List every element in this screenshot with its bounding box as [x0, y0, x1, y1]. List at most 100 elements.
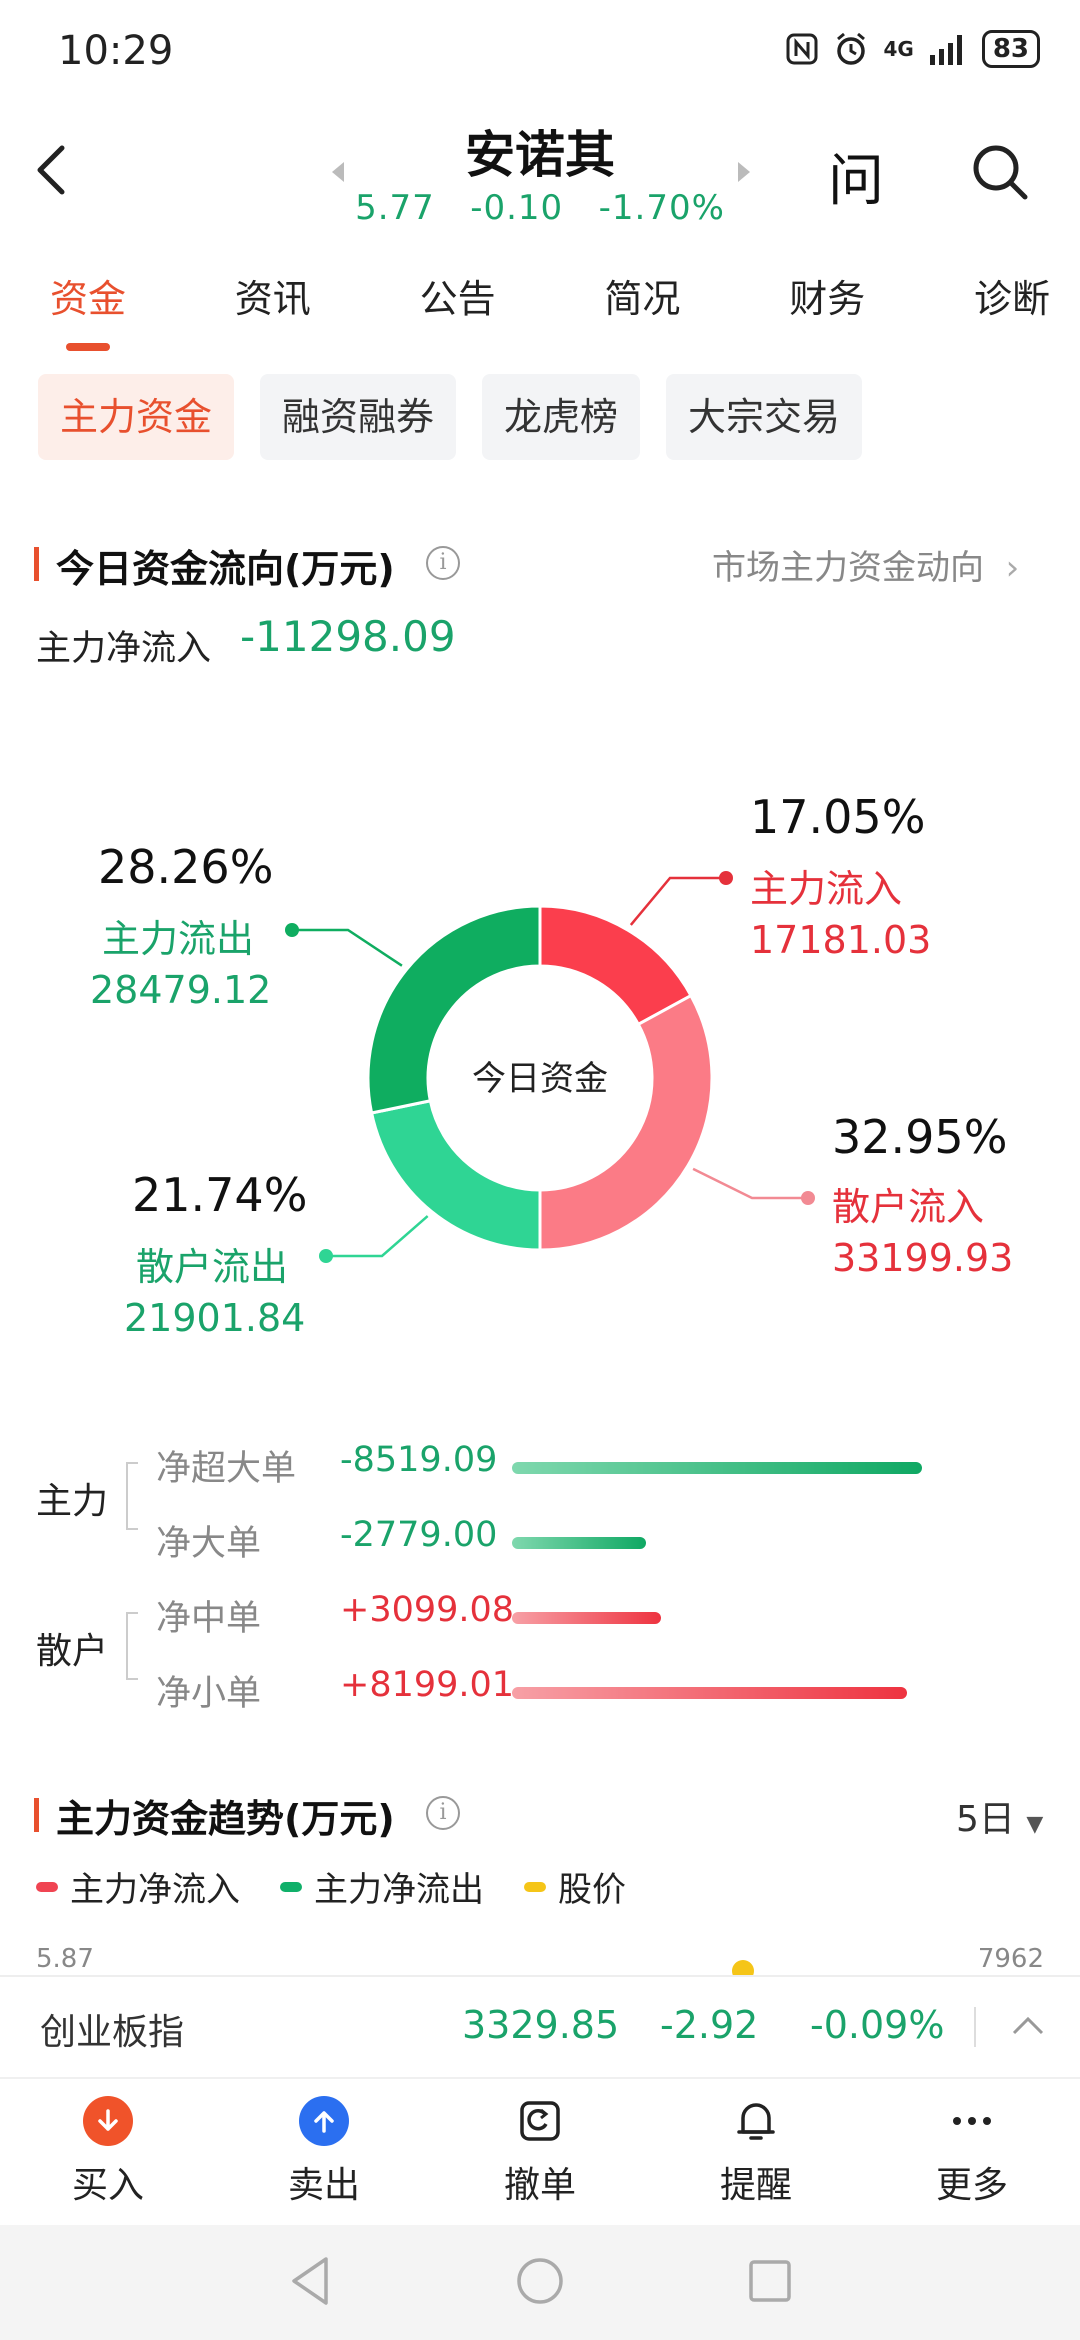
subtab-block-trade[interactable]: 大宗交易 — [666, 374, 863, 460]
market-flow-link[interactable]: 市场主力资金动向 › — [712, 540, 1019, 589]
back-icon[interactable] — [30, 140, 74, 200]
index-change-pct: -0.09% — [810, 2003, 945, 2047]
nav-recents-icon[interactable] — [746, 2257, 794, 2305]
today-flow-title: 今日资金流向(万元) — [56, 547, 395, 591]
donut-slice — [366, 904, 542, 1115]
subtab-dragon-tiger[interactable]: 龙虎榜 — [482, 374, 641, 460]
flow-row-label: 净超大单 — [156, 1449, 297, 1489]
legend-swatch — [524, 1881, 546, 1892]
slice-label-name: 主力流入 — [750, 867, 903, 911]
stock-price: 5.77 — [355, 188, 435, 228]
cancel-order-icon — [520, 2101, 560, 2141]
stock-title: 安诺其 — [465, 126, 615, 184]
leader-dot — [801, 1191, 815, 1205]
cancel-order-label: 撤单 — [503, 2165, 576, 2206]
trend-title: 主力资金趋势(万元) — [56, 1797, 395, 1841]
flow-row-bar — [512, 1537, 646, 1549]
slice-label-pct: 28.26% — [98, 840, 274, 894]
leader-dot — [319, 1249, 333, 1263]
flow-row-value: +8199.01 — [340, 1665, 515, 1705]
sub-tabs: 主力资金 融资融券 龙虎榜 大宗交易 — [38, 374, 863, 460]
sell-arrow-up-icon — [299, 2096, 349, 2146]
buy-button[interactable]: 买入 — [33, 2096, 183, 2208]
index-value: 3329.85 — [462, 2003, 620, 2047]
net-inflow-value: -11298.09 — [240, 612, 456, 661]
buy-arrow-down-icon — [83, 2096, 133, 2146]
alert-button[interactable]: 提醒 — [681, 2096, 831, 2208]
leader-dot — [719, 871, 733, 885]
flow-row-value: +3099.08 — [340, 1590, 515, 1630]
price-axis-top: 5.87 — [36, 1944, 94, 1974]
sell-label: 卖出 — [287, 2165, 360, 2206]
leader-line — [692, 1167, 808, 1200]
network-type: 4G — [883, 37, 914, 61]
more-label: 更多 — [935, 2165, 1008, 2206]
info-icon[interactable]: i — [426, 1796, 460, 1830]
tab-funds[interactable]: 资金 — [50, 268, 126, 323]
trend-legend: 主力净流入 主力净流出 股价 — [36, 1862, 626, 1911]
flow-row-value: -2779.00 — [340, 1515, 498, 1555]
caret-down-icon: ▼ — [1026, 1812, 1044, 1837]
slice-label-value: 33199.93 — [832, 1236, 1014, 1280]
leader-line — [629, 876, 726, 926]
nav-back-icon[interactable] — [286, 2253, 336, 2309]
more-dots-icon — [953, 2117, 991, 2125]
main-group-bracket — [126, 1462, 138, 1530]
cancel-order-button[interactable]: 撤单 — [465, 2096, 615, 2208]
chevron-right-icon: › — [994, 548, 1020, 588]
retail-group-bracket — [126, 1612, 138, 1680]
today-funds-donut: 今日资金 — [285, 871, 815, 1263]
subtab-main-funds[interactable]: 主力资金 — [38, 374, 235, 460]
tab-news[interactable]: 资讯 — [234, 277, 311, 321]
sell-button[interactable]: 卖出 — [249, 2096, 399, 2208]
legend-label: 主力净流出 — [314, 1870, 484, 1910]
slice-label-name: 散户流出 — [136, 1245, 289, 1289]
slice-label-name: 散户流入 — [832, 1185, 985, 1229]
legend-item: 主力净流入 — [36, 1862, 240, 1911]
slice-label-pct: 21.74% — [132, 1168, 308, 1222]
tab-announcements[interactable]: 公告 — [419, 277, 496, 321]
search-icon[interactable] — [968, 140, 1032, 204]
stock-price-line: 5.77 -0.10 -1.70% — [0, 188, 1080, 228]
legend-item: 股价 — [524, 1862, 626, 1911]
flow-row-bar — [512, 1612, 661, 1624]
leader-dot — [285, 923, 299, 937]
bell-icon — [737, 2103, 775, 2140]
period-selector[interactable]: 5日 ▼ — [956, 1790, 1043, 1842]
stock-change-pct: -1.70% — [598, 188, 725, 228]
info-icon[interactable]: i — [426, 546, 460, 580]
nav-home-icon[interactable] — [514, 2255, 566, 2307]
section-accent — [34, 547, 39, 581]
flow-row-bar — [512, 1687, 907, 1699]
buy-label: 买入 — [71, 2165, 144, 2206]
main-group-label: 主力 — [36, 1481, 109, 1522]
index-name: 创业板指 — [40, 2012, 185, 2053]
main-tabs: 资金 资讯 公告 简况 财务 诊断 — [0, 268, 1080, 323]
alert-label: 提醒 — [719, 2165, 792, 2206]
subtab-margin[interactable]: 融资融券 — [260, 374, 457, 460]
tab-diagnosis[interactable]: 诊断 — [973, 277, 1050, 321]
index-change: -2.92 — [660, 2003, 759, 2047]
prev-stock-icon[interactable] — [332, 162, 344, 182]
market-flow-link-label: 市场主力资金动向 — [712, 548, 984, 588]
chevron-up-icon[interactable] — [1010, 2013, 1046, 2037]
more-button[interactable]: 更多 — [897, 2096, 1047, 2208]
legend-label: 股价 — [558, 1870, 626, 1910]
tab-profile[interactable]: 简况 — [604, 277, 681, 321]
leader-line — [326, 1215, 429, 1258]
leader-line — [292, 928, 403, 967]
flow-row-label: 净中单 — [156, 1599, 262, 1639]
index-ticker-bar[interactable]: 创业板指 3329.85 -2.92 -0.09% — [0, 1975, 1080, 2077]
tab-financials[interactable]: 财务 — [789, 277, 866, 321]
bottom-action-bar: 买入 卖出 撤单 提醒 更多 — [0, 2077, 1080, 2225]
ask-button[interactable]: 问 — [828, 149, 884, 214]
slice-label-name: 主力流出 — [102, 917, 255, 961]
section-accent — [34, 1798, 39, 1832]
donut-center-label: 今日资金 — [472, 1059, 608, 1099]
slice-label-value: 28479.12 — [90, 968, 272, 1012]
legend-item: 主力净流出 — [280, 1862, 484, 1911]
status-time: 10:29 — [58, 28, 174, 74]
battery-level: 83 — [981, 30, 1040, 68]
donut-slice — [538, 993, 714, 1252]
next-stock-icon[interactable] — [738, 162, 750, 182]
